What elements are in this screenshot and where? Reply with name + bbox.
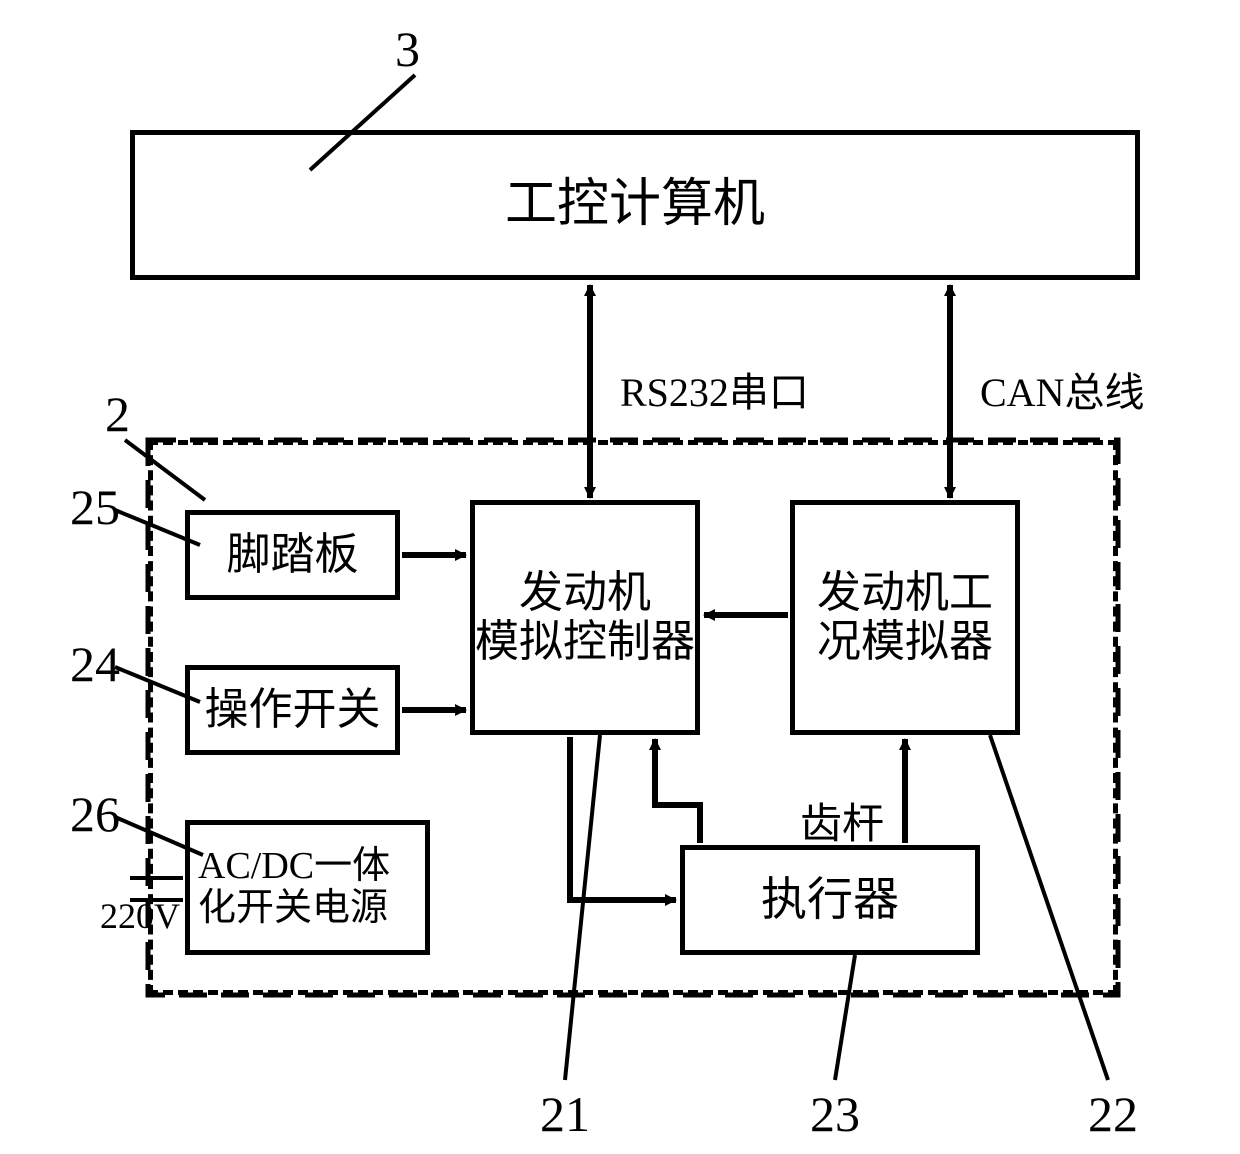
box-switch: 操作开关 (185, 665, 400, 755)
box-pedal: 脚踏板 (185, 510, 400, 600)
box-switch-label: 操作开关 (205, 686, 381, 734)
callout-25: 25 (70, 478, 120, 536)
box-pedal-label: 脚踏板 (227, 531, 359, 579)
callout-21: 21 (540, 1085, 590, 1143)
callout-23: 23 (810, 1085, 860, 1143)
callout-24: 24 (70, 635, 120, 693)
label-220v: 220V (100, 895, 180, 937)
box-power: AC/DC一体 化开关电源 (185, 820, 430, 955)
box-power-label: AC/DC一体 化开关电源 (198, 846, 390, 930)
box-computer-label: 工控计算机 (505, 176, 765, 233)
box-controller-label: 发动机 模拟控制器 (475, 569, 695, 666)
box-simulator-label: 发动机工 况模拟器 (817, 569, 993, 666)
label-rack: 齿杆 (800, 790, 884, 851)
diagram-canvas: 工控计算机 /* hide the CSS dashed version, ke… (0, 0, 1240, 1154)
callout-2: 2 (105, 385, 130, 443)
label-canbus: CAN总线 (980, 360, 1144, 418)
label-rs232: RS232串口 (620, 360, 809, 418)
callout-26: 26 (70, 785, 120, 843)
callout-3: 3 (395, 20, 420, 78)
box-actuator: 执行器 (680, 845, 980, 955)
box-actuator-label: 执行器 (761, 875, 899, 926)
box-controller: 发动机 模拟控制器 (470, 500, 700, 735)
callout-22: 22 (1088, 1085, 1138, 1143)
box-computer: 工控计算机 (130, 130, 1140, 280)
box-simulator: 发动机工 况模拟器 (790, 500, 1020, 735)
